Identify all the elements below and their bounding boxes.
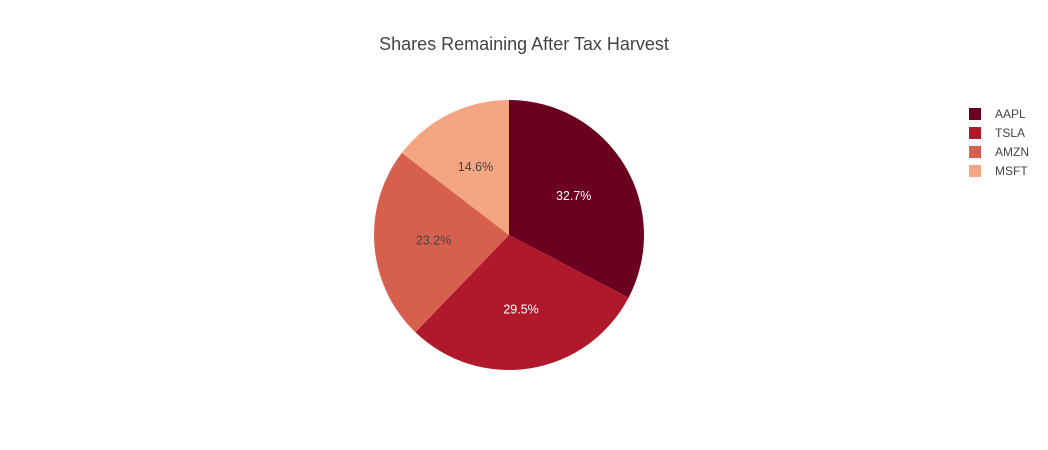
legend: AAPL TSLA AMZN MSFT [969, 107, 1029, 178]
legend-item-amzn[interactable]: AMZN [969, 145, 1029, 159]
legend-swatch-tsla [969, 127, 981, 139]
slice-label-tsla: 29.5% [503, 303, 538, 317]
legend-swatch-aapl [969, 108, 981, 120]
legend-label-amzn: AMZN [995, 145, 1029, 159]
legend-item-tsla[interactable]: TSLA [969, 126, 1025, 140]
pie-slices [374, 99, 645, 370]
chart-title: Shares Remaining After Tax Harvest [379, 34, 669, 54]
legend-label-aapl: AAPL [995, 107, 1026, 121]
legend-item-aapl[interactable]: AAPL [969, 107, 1026, 121]
pie-slice-amzn[interactable] [374, 152, 509, 333]
pie-slice-tsla[interactable] [415, 235, 629, 370]
pie-slice-aapl[interactable] [509, 100, 645, 298]
pie-slice-msft[interactable] [401, 99, 509, 235]
legend-swatch-amzn [969, 146, 981, 158]
slice-label-amzn: 23.2% [416, 234, 451, 248]
slice-label-aapl: 32.7% [556, 189, 591, 203]
legend-item-msft[interactable]: MSFT [969, 164, 1028, 178]
slice-label-msft: 14.6% [458, 160, 493, 174]
legend-label-msft: MSFT [995, 164, 1028, 178]
pie-slice-labels: 32.7% 29.5% 23.2% 14.6% [416, 160, 592, 316]
legend-label-tsla: TSLA [995, 126, 1025, 140]
legend-swatch-msft [969, 165, 981, 177]
